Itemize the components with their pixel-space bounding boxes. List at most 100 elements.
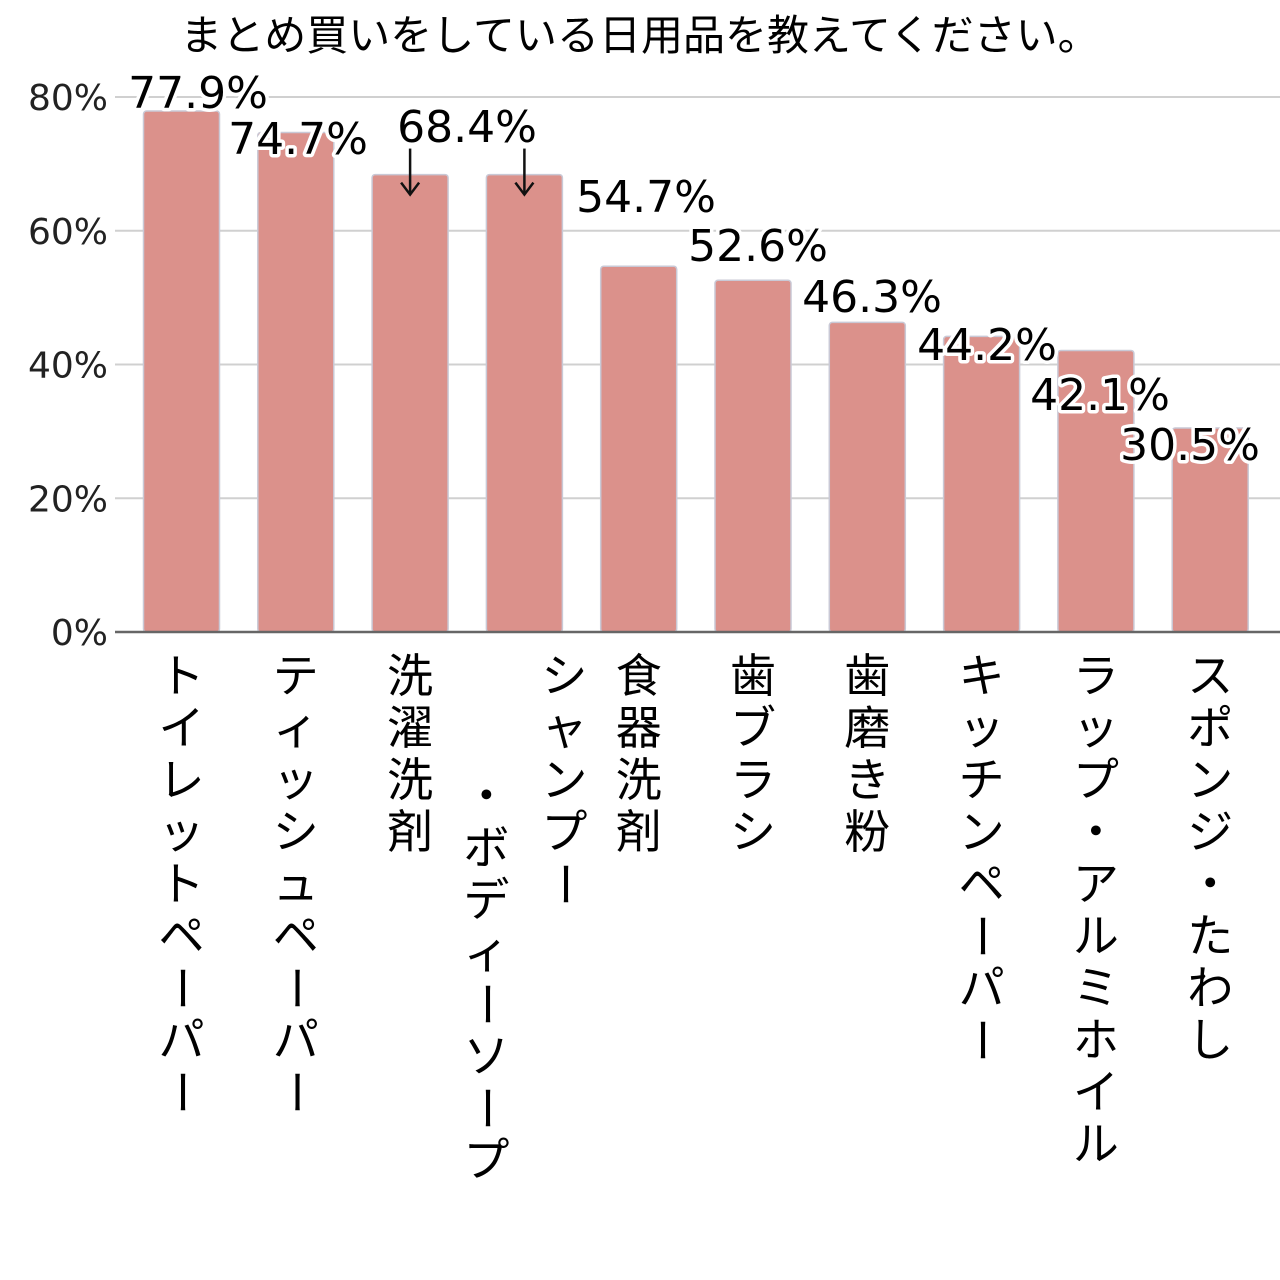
svg-text:剤: 剤 [387, 805, 433, 859]
y-tick-label: 60% [28, 212, 108, 253]
svg-text:ミ: ミ [1073, 961, 1119, 1015]
svg-text:剤: 剤 [616, 805, 662, 859]
bar [257, 131, 335, 633]
value-label: 46.3% [802, 272, 942, 323]
svg-text:洗: 洗 [387, 753, 433, 807]
svg-text:ュ: ュ [273, 857, 319, 911]
value-label: 68.4% [397, 102, 537, 153]
value-label: 52.6% [688, 221, 828, 272]
svg-text:ー: ー [269, 965, 323, 1011]
svg-text:ペ: ペ [273, 909, 319, 963]
svg-text:ラ: ラ [730, 753, 776, 807]
svg-text:ッ: ッ [959, 701, 1005, 755]
svg-text:ャ: ャ [541, 701, 587, 755]
category-labels: トイレットペーパーティッシュペーパー洗濯洗剤シャンプー・ボディーソープ食器洗剤歯… [155, 649, 1234, 1187]
svg-text:レ: レ [159, 753, 205, 807]
bar [599, 265, 678, 633]
svg-text:イ: イ [159, 701, 205, 755]
svg-text:洗: 洗 [387, 649, 433, 703]
svg-text:ン: ン [959, 805, 1005, 859]
y-axis-ticks: 0% 20% 40% 60% 80% [28, 78, 108, 654]
label-arrow [514, 148, 535, 197]
svg-text:シ: シ [273, 805, 319, 859]
svg-text:パ: パ [159, 1013, 205, 1067]
svg-text:ボ: ボ [463, 821, 509, 875]
svg-text:シ: シ [730, 805, 776, 859]
svg-text:し: し [1187, 1013, 1233, 1067]
svg-text:デ: デ [463, 873, 509, 927]
y-tick-label: 0% [51, 613, 108, 654]
svg-text:濯: 濯 [387, 701, 433, 755]
svg-text:パ: パ [273, 1013, 319, 1067]
svg-text:プ: プ [463, 1133, 509, 1187]
svg-text:ッ: ッ [1073, 701, 1119, 755]
svg-text:ン: ン [541, 753, 587, 807]
svg-text:き: き [844, 753, 890, 807]
value-label: 54.7% [576, 172, 716, 223]
svg-text:粉: 粉 [844, 805, 890, 859]
svg-text:歯: 歯 [844, 649, 890, 703]
svg-text:ブ: ブ [730, 701, 776, 755]
svg-text:・: ・ [463, 769, 509, 823]
y-tick-label: 20% [28, 479, 108, 520]
svg-text:ラ: ラ [1073, 649, 1119, 703]
svg-text:歯: 歯 [730, 649, 776, 703]
svg-text:キ: キ [959, 649, 1005, 703]
svg-text:・: ・ [1187, 857, 1233, 911]
svg-text:プ: プ [541, 805, 587, 859]
svg-text:器: 器 [616, 701, 662, 755]
y-tick-label: 40% [28, 346, 108, 387]
svg-text:ジ: ジ [1187, 805, 1233, 859]
svg-text:ィ: ィ [273, 701, 319, 755]
svg-text:ー: ー [155, 965, 209, 1011]
chart-title: まとめ買いをしている日用品を教えてください。 [180, 11, 1100, 60]
svg-text:テ: テ [273, 649, 319, 703]
svg-text:ペ: ペ [959, 857, 1005, 911]
value-label: 44.2% [917, 320, 1057, 371]
svg-text:ー: ー [269, 1069, 323, 1115]
svg-text:ス: ス [1187, 649, 1233, 703]
svg-text:ー: ー [155, 1069, 209, 1115]
svg-text:ン: ン [1187, 753, 1233, 807]
value-label: 30.5% [1120, 420, 1260, 471]
svg-text:ー: ー [459, 1085, 513, 1131]
svg-text:食: 食 [616, 649, 662, 703]
svg-text:シ: シ [541, 649, 587, 703]
svg-text:プ: プ [1073, 753, 1119, 807]
svg-text:ペ: ペ [159, 909, 205, 963]
svg-text:ル: ル [1073, 1117, 1119, 1171]
svg-text:ッ: ッ [159, 805, 205, 859]
bar [142, 110, 221, 633]
bar [714, 279, 792, 633]
bars [142, 110, 1249, 633]
svg-text:ル: ル [1073, 909, 1119, 963]
label-arrow [400, 148, 421, 197]
value-label: 74.7% [228, 114, 368, 165]
svg-text:ー: ー [459, 981, 513, 1027]
svg-text:た: た [1187, 909, 1233, 963]
svg-text:パ: パ [959, 961, 1005, 1015]
bar [828, 321, 907, 633]
svg-text:ポ: ポ [1187, 701, 1233, 755]
svg-text:洗: 洗 [616, 753, 662, 807]
svg-text:チ: チ [959, 753, 1005, 807]
y-tick-label: 80% [28, 78, 108, 119]
value-label: 77.9% [128, 68, 268, 119]
svg-text:ホ: ホ [1073, 1013, 1119, 1067]
svg-text:ア: ア [1073, 857, 1119, 911]
value-labels: 77.9%74.7% 68.4% 54.7%52.6%46.3%44.2%42.1%… [125, 65, 1264, 475]
svg-text:イ: イ [1073, 1065, 1119, 1119]
svg-text:わ: わ [1187, 961, 1233, 1015]
svg-text:ソ: ソ [463, 1029, 509, 1083]
label-arrows [400, 148, 535, 197]
